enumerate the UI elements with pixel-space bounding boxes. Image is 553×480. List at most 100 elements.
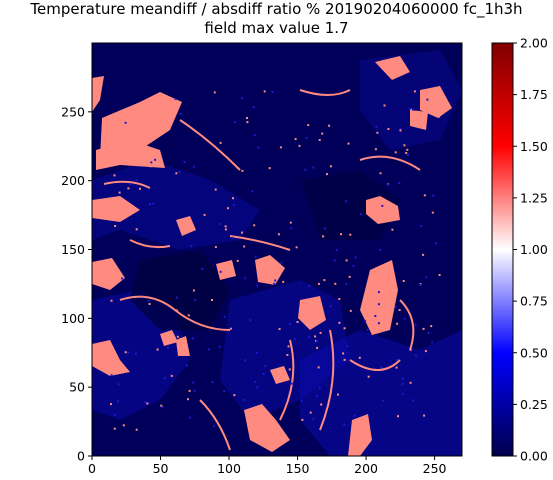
speckle: [149, 203, 151, 206]
speckle: [395, 366, 398, 369]
speckle: [231, 236, 234, 239]
speckle: [401, 382, 404, 385]
speckle: [359, 213, 362, 216]
speckle: [435, 242, 437, 245]
speckle: [345, 283, 348, 285]
speckle: [187, 314, 190, 317]
speckle: [289, 221, 292, 224]
speckle: [298, 144, 301, 147]
speckle: [166, 116, 169, 119]
speckle: [312, 166, 315, 169]
speckle: [394, 151, 397, 154]
speckle: [427, 331, 430, 334]
patch: [348, 414, 372, 456]
speckle: [280, 261, 283, 264]
speckle: [343, 327, 346, 330]
speckle: [251, 190, 254, 193]
speckle: [229, 327, 232, 330]
region-dark: [130, 250, 230, 330]
patch-line: [359, 155, 421, 171]
speckle: [379, 172, 382, 175]
speckle: [375, 125, 378, 128]
speckle: [431, 211, 434, 214]
speckle: [345, 259, 348, 262]
speckle: [401, 377, 404, 380]
y-tick-label: 200: [61, 173, 85, 188]
speckle: [349, 309, 352, 312]
colorbar-ticks: 0.00 0.25 0.50 0.75 1.00 1.25 1.50 1.75 2.00: [513, 36, 548, 464]
x-tick-label: 0: [88, 461, 96, 476]
speckle: [319, 331, 322, 334]
y-tick-label: 100: [61, 311, 85, 326]
patch: [244, 404, 290, 452]
speckle: [374, 368, 377, 371]
speckle: [348, 275, 351, 278]
speckle: [274, 279, 277, 282]
speckle: [161, 108, 164, 111]
speckle: [219, 223, 222, 226]
speckle: [218, 345, 221, 348]
speckle: [203, 213, 206, 216]
speckle: [179, 338, 182, 340]
high-ratio-lines: [103, 89, 421, 451]
speckle: [338, 321, 341, 324]
speckle: [403, 317, 406, 320]
speckle: [343, 358, 346, 361]
colorbar-tick-label: 2.00: [520, 36, 548, 51]
patch: [92, 196, 140, 222]
speckle: [161, 406, 164, 409]
speckle: [424, 350, 427, 353]
patch-line: [119, 295, 231, 331]
speckle: [422, 253, 425, 256]
speckle: [117, 383, 120, 386]
speckle: [403, 144, 406, 147]
speckle: [412, 108, 415, 111]
speckle: [316, 346, 319, 349]
speckle: [223, 390, 226, 393]
speckle: [127, 187, 130, 190]
speckle: [233, 394, 236, 397]
speckle: [438, 102, 441, 105]
patch-line: [299, 89, 351, 96]
speckle: [262, 373, 265, 375]
speckle: [399, 127, 402, 130]
speckle: [187, 398, 189, 401]
speckle: [244, 359, 247, 362]
speckle: [127, 351, 130, 354]
speckle: [114, 225, 117, 227]
speckle: [374, 315, 377, 317]
speckle: [223, 315, 226, 318]
speckle: [188, 389, 191, 392]
speckle: [271, 91, 274, 93]
speckle: [241, 231, 243, 234]
x-axis: 0 50 100 150 200 250: [88, 456, 447, 476]
speckle: [257, 146, 260, 149]
speckle: [256, 284, 259, 287]
patch: [270, 366, 290, 384]
speckle: [207, 348, 210, 351]
speckle: [219, 270, 222, 273]
region-dark: [300, 170, 400, 240]
speckle: [377, 303, 380, 306]
patch-line: [129, 239, 171, 249]
speckle: [244, 277, 247, 280]
speckle: [232, 197, 234, 200]
speckle: [410, 108, 412, 111]
speckle: [256, 386, 259, 389]
speckle: [317, 366, 320, 369]
patch: [298, 296, 326, 330]
x-tick-label: 50: [153, 461, 169, 476]
speckle: [264, 364, 267, 367]
speckle: [307, 124, 310, 127]
patch-line: [199, 399, 231, 451]
speckle: [318, 386, 321, 389]
speckle-layer: [110, 90, 441, 431]
speckle: [144, 401, 147, 404]
speckle: [183, 161, 186, 163]
speckle: [324, 227, 326, 230]
patch: [160, 330, 178, 346]
speckle: [422, 327, 425, 330]
speckle: [412, 399, 415, 402]
speckle: [170, 374, 173, 377]
